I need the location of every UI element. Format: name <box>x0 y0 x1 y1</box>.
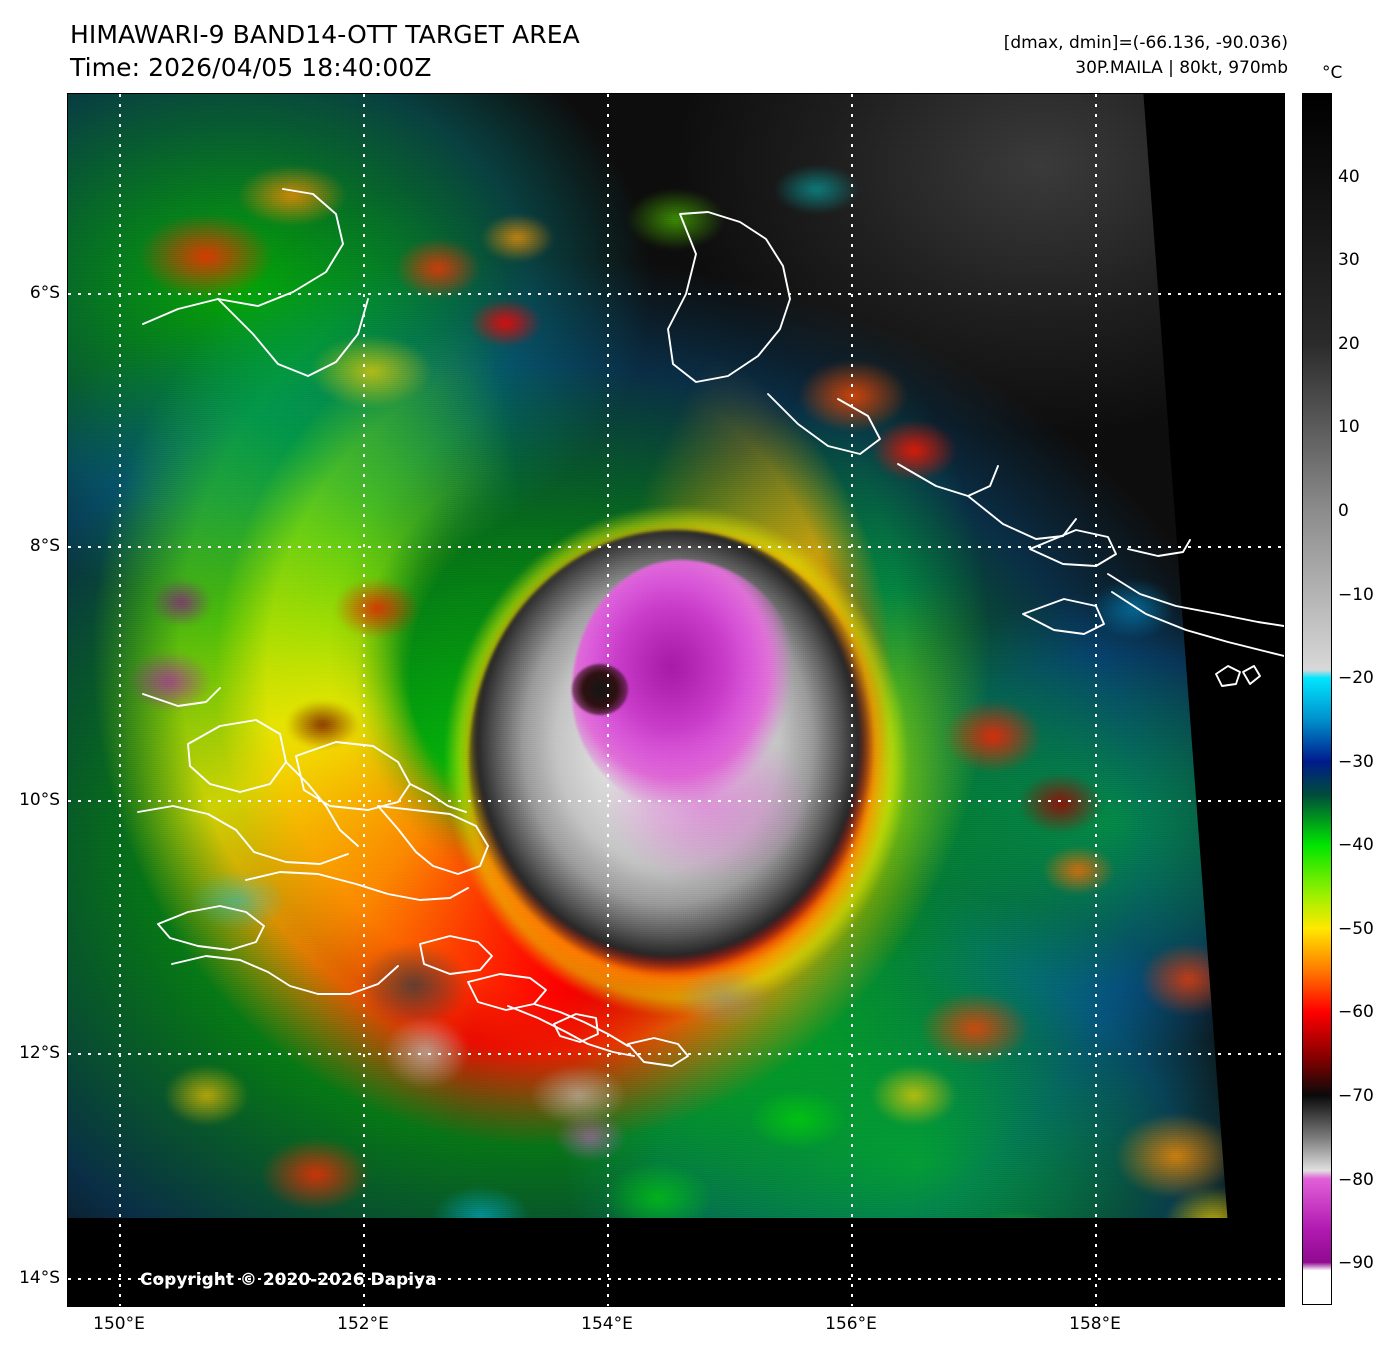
latitude-axis: 6°S 8°S 10°S 12°S 14°S <box>0 93 60 1305</box>
colorbar[interactable] <box>1302 93 1332 1305</box>
coastline-overlay <box>137 188 1284 1067</box>
convective-cell-3 <box>468 298 542 348</box>
convective-cell-11 <box>1042 845 1116 895</box>
convective-cell-12 <box>920 991 1030 1065</box>
convective-cell-19 <box>261 1137 371 1211</box>
colorbar-tick-20: 20 <box>1338 333 1360 354</box>
convective-cell-23 <box>151 578 213 628</box>
convective-cell-21 <box>188 870 286 932</box>
convective-cell-31 <box>968 1210 1067 1219</box>
page-title: HIMAWARI-9 BAND14-OTT TARGET AREA <box>70 20 580 49</box>
convective-cell-25 <box>383 1016 469 1090</box>
colorbar-tick-minus80: −80 <box>1338 1169 1374 1190</box>
satellite-image-plot[interactable]: Copyright © 2020-2026 Dapiya <box>67 93 1285 1307</box>
convective-cell-8 <box>871 420 957 482</box>
pixel-noise-texture <box>68 94 1228 1219</box>
convective-cell-17 <box>602 1162 713 1219</box>
lat-tick-12S: 12°S <box>19 1043 60 1063</box>
convective-cell-33 <box>285 700 359 749</box>
satellite-data-swath <box>68 94 1228 1219</box>
convective-cell-0 <box>139 213 274 299</box>
convective-cell-32 <box>334 578 420 640</box>
colorbar-gradient <box>1303 94 1331 1304</box>
timestamp-label: Time: 2026/04/05 18:40:00Z <box>70 53 432 82</box>
colorbar-tick-labels: 40 30 20 10 0 −10 −20 −30 −40 −50 −60 −70 −80 −90 <box>1334 93 1386 1305</box>
convective-cell-4 <box>310 335 432 409</box>
graticule-grid <box>68 94 1284 1306</box>
convective-cell-28 <box>676 967 774 1029</box>
convective-cell-29 <box>480 213 554 263</box>
colorbar-tick-minus10: −10 <box>1338 584 1374 605</box>
convective-cell-9 <box>944 700 1042 773</box>
lat-tick-10S: 10°S <box>19 790 60 810</box>
convective-cell-5 <box>627 189 725 251</box>
storm-info-label: 30P.MAILA | 80kt, 970mb <box>1075 58 1288 78</box>
lon-tick-158E: 158°E <box>1069 1314 1121 1334</box>
colorbar-tick-40: 40 <box>1338 166 1360 187</box>
convective-cell-27 <box>554 1113 628 1163</box>
lon-tick-150E: 150°E <box>93 1314 145 1334</box>
convective-cell-20 <box>163 1064 249 1126</box>
colorbar-tick-10: 10 <box>1338 417 1360 438</box>
convective-cell-15 <box>1115 1113 1228 1199</box>
convective-cell-1 <box>236 164 347 226</box>
copyright-label: Copyright © 2020-2026 Dapiya <box>140 1270 437 1290</box>
convective-cell-2 <box>395 237 481 299</box>
convective-cell-14 <box>749 1089 847 1150</box>
convective-cell-24 <box>358 943 469 1029</box>
colorbar-tick-minus40: −40 <box>1338 835 1374 856</box>
lat-tick-8S: 8°S <box>29 535 60 556</box>
coldest-cloud-tops-secondary <box>602 724 811 883</box>
storm-eye <box>572 663 629 715</box>
dmax-dmin-label: [dmax, dmin]=(-66.136, -90.036) <box>1003 33 1288 53</box>
lat-tick-14S: 14°S <box>19 1268 60 1288</box>
convective-cell-13 <box>871 1064 957 1126</box>
colorbar-tick-minus70: −70 <box>1338 1086 1374 1107</box>
lat-tick-6S: 6°S <box>29 283 60 303</box>
lon-tick-156E: 156°E <box>825 1314 877 1334</box>
convective-cell-10 <box>1017 772 1103 834</box>
colorbar-tick-0: 0 <box>1338 500 1349 521</box>
convective-cell-6 <box>773 164 859 214</box>
colorbar-unit-label: °C <box>1322 63 1343 83</box>
colorbar-tick-30: 30 <box>1338 250 1360 271</box>
colorbar-tick-minus50: −50 <box>1338 918 1374 939</box>
convective-cell-34 <box>1090 578 1177 640</box>
colorbar-tick-minus90: −90 <box>1338 1253 1374 1274</box>
colorbar-tick-minus20: −20 <box>1338 668 1374 689</box>
lon-tick-154E: 154°E <box>581 1314 633 1334</box>
lon-tick-152E: 152°E <box>337 1314 389 1334</box>
colorbar-tick-minus30: −30 <box>1338 751 1374 772</box>
convective-cell-22 <box>127 651 213 713</box>
colorbar-tick-minus60: −60 <box>1338 1002 1374 1023</box>
longitude-axis: 150°E 152°E 154°E 156°E 158°E <box>67 1308 1283 1348</box>
